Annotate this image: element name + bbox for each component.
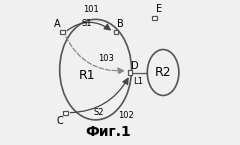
Text: E: E (156, 4, 162, 14)
Text: S2: S2 (93, 108, 104, 117)
Bar (63, 110, 68, 115)
Bar (60, 30, 65, 35)
Text: R1: R1 (79, 69, 95, 82)
Text: Фиг.1: Фиг.1 (86, 125, 131, 139)
Text: A: A (54, 19, 61, 29)
Text: 103: 103 (98, 54, 114, 63)
Bar (152, 16, 157, 20)
Text: S1: S1 (82, 19, 92, 28)
Text: D: D (131, 61, 138, 71)
Text: 102: 102 (118, 111, 134, 120)
Text: 101: 101 (84, 5, 99, 14)
Text: B: B (117, 19, 123, 29)
Bar (114, 30, 118, 35)
Text: L1: L1 (133, 77, 143, 86)
Bar (128, 70, 132, 75)
Text: R2: R2 (155, 66, 171, 79)
Text: C: C (56, 116, 63, 126)
